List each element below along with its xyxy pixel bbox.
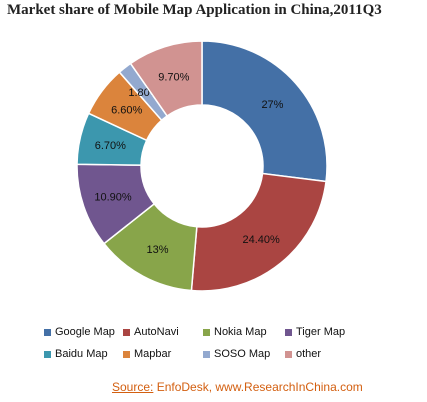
slice-label-nokia-map: 13% (147, 244, 169, 256)
legend-swatch (44, 328, 51, 336)
legend-label: Mapbar (134, 348, 172, 360)
source-key: Source: (112, 380, 154, 394)
legend-label: Baidu Map (55, 348, 108, 360)
legend-swatch (203, 350, 210, 358)
slice-label-baidu-map: 6.70% (95, 140, 126, 152)
legend-label: Google Map (55, 326, 115, 338)
legend-item-google-map: Google Map (44, 326, 123, 338)
legend-swatch (203, 328, 210, 336)
legend-item-tiger-map: Tiger Map (285, 326, 365, 338)
legend-label: Tiger Map (296, 326, 346, 338)
slice-google-map (201, 40, 328, 183)
slice-label-other: 9.70% (158, 71, 189, 83)
legend-item-other: other (285, 348, 365, 360)
legend-swatch (123, 350, 130, 358)
source-note: Source: EnfoDesk, www.ResearchInChina.co… (112, 380, 363, 394)
slice-other (129, 40, 203, 118)
legend-item-soso-map: SOSO Map (203, 348, 285, 360)
legend-swatch (123, 328, 130, 336)
legend-label: other (296, 348, 322, 360)
slice-autonavi (190, 172, 327, 292)
legend-swatch (285, 328, 292, 336)
legend-label: AutoNavi (134, 326, 179, 338)
legend-item-nokia-map: Nokia Map (203, 326, 285, 338)
legend-swatch (285, 350, 292, 358)
slice-label-autonavi: 24.40% (243, 234, 281, 246)
legend-label: SOSO Map (214, 348, 271, 360)
legend-swatch (44, 350, 51, 358)
legend-item-baidu-map: Baidu Map (44, 348, 123, 360)
slice-label-tiger-map: 10.90% (94, 191, 132, 203)
slice-label-mapbar: 6.60% (111, 105, 142, 117)
legend-label: Nokia Map (214, 326, 267, 338)
legend-item-autonavi: AutoNavi (123, 326, 203, 338)
slice-label-google-map: 27% (261, 99, 283, 111)
chart-legend: Google Map AutoNavi Nokia Map Tiger Map Baid… (44, 326, 384, 360)
chart-title: Market share of Mobile Map Application i… (7, 2, 382, 18)
legend-item-mapbar: Mapbar (123, 348, 203, 360)
source-text: EnfoDesk, www.ResearchInChina.com (153, 380, 363, 394)
